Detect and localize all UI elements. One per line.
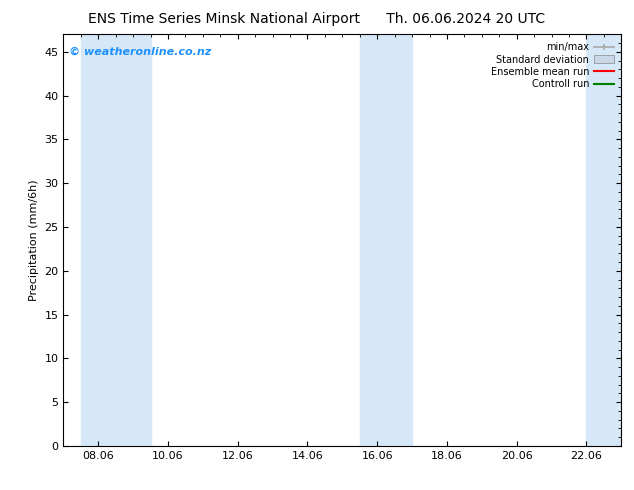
Bar <box>81 34 150 446</box>
Legend: min/max, Standard deviation, Ensemble mean run, Controll run: min/max, Standard deviation, Ensemble me… <box>488 39 616 92</box>
Bar <box>360 34 412 446</box>
Text: ENS Time Series Minsk National Airport      Th. 06.06.2024 20 UTC: ENS Time Series Minsk National Airport T… <box>88 12 546 26</box>
Bar <box>586 34 628 446</box>
Y-axis label: Precipitation (mm/6h): Precipitation (mm/6h) <box>29 179 39 301</box>
Text: © weatheronline.co.nz: © weatheronline.co.nz <box>69 47 211 57</box>
